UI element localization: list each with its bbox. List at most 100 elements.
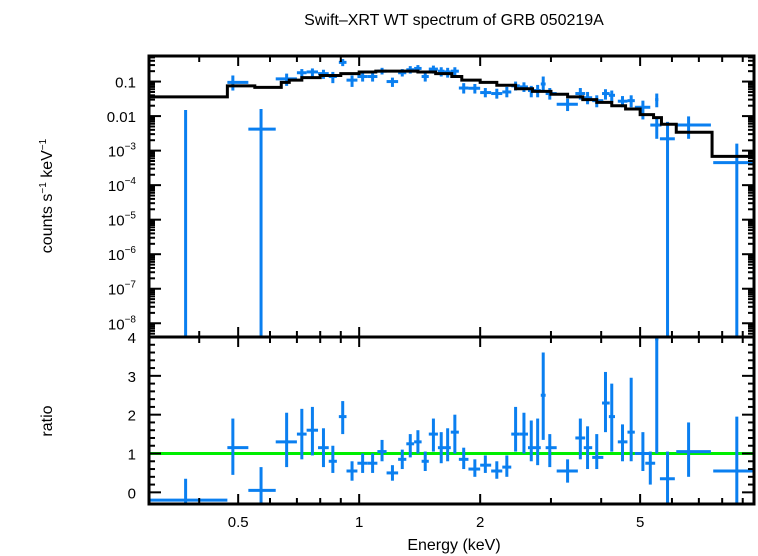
spectrum-data-point [468, 84, 481, 94]
y-axis-label-ratio: ratio [39, 405, 56, 436]
spectrum-data-point [437, 67, 445, 77]
ratio-data-point [502, 455, 512, 477]
ratio-data-point [406, 434, 415, 458]
ratio-data-point [617, 424, 628, 462]
y-tick-label: 10−4 [108, 176, 137, 195]
y-tick-label: 10−6 [108, 245, 137, 264]
spectrum-data-point [458, 83, 469, 94]
y-tick-label: 10−8 [108, 314, 137, 333]
y-tick-label: 3 [128, 369, 136, 386]
spectrum-data-point [227, 75, 249, 91]
ratio-data-point [534, 418, 541, 466]
ratio-panel: 0.5 1 2 5 0 1 2 3 4 ratio Energy (keV) [39, 330, 756, 554]
spectrum-data-point [540, 76, 546, 92]
spectrum-data-point [519, 82, 528, 92]
spectrum-data-point [655, 93, 659, 108]
ratio-data-point [511, 406, 520, 452]
spectrum-data-point [367, 72, 378, 82]
spectrum-data-point [149, 110, 228, 339]
ratio-axes: 0.5 1 2 5 0 1 2 3 4 [128, 330, 756, 531]
ratio-data-point [575, 418, 586, 460]
x-tick-label: 2 [476, 514, 484, 531]
ratio-data-point [713, 416, 754, 504]
spectrum-data-point [357, 72, 368, 82]
ratio-data-point [556, 459, 578, 483]
y-tick-label: 0.01 [107, 109, 136, 126]
spectrum-data-point [650, 117, 662, 139]
chart-title: Swift–XRT WT spectrum of GRB 050219A [304, 12, 604, 29]
spectrum-data-point [634, 100, 651, 120]
spectrum-data-point [556, 98, 578, 112]
y-tick-label: 10−5 [108, 211, 137, 230]
y-tick-label: 2 [128, 408, 136, 425]
spectrum-data-point [627, 95, 635, 108]
y-label-kev: keV [39, 150, 56, 182]
ratio-data-point [149, 478, 228, 504]
ratio-data-point [545, 434, 557, 468]
spectrum-panel: 0.1 0.01 10−3 10−4 10−5 10−6 10−7 10−8 counts s… [38, 54, 756, 347]
ratio-data-point [437, 432, 445, 464]
spectrum-data-point [583, 91, 593, 105]
spectrum-data-point [338, 59, 347, 67]
ratio-data-point [275, 412, 297, 468]
ratio-data-point [480, 455, 492, 473]
ratio-data-point [338, 401, 347, 435]
spectrum-data-point [502, 86, 512, 98]
spectrum-frame [147, 54, 756, 339]
ratio-data-point [592, 434, 604, 470]
ratio-data-point [328, 445, 337, 473]
ratio-data-point [676, 422, 711, 477]
ratio-data-point [227, 418, 249, 475]
ratio-data-point [296, 408, 307, 460]
ratio-data-point [357, 453, 368, 473]
ratio-frame [147, 335, 756, 506]
y-tick-label: 10−7 [108, 280, 137, 299]
y-tick-label: 0 [128, 485, 136, 502]
y-label-exp2: −1 [38, 138, 49, 150]
ratio-data-point [248, 467, 276, 504]
y-axis-label-counts: counts s−1 keV−1 [38, 138, 56, 253]
ratio-data-point [377, 439, 387, 462]
spectrum-data-point [676, 116, 711, 139]
spectrum-data-point [608, 90, 616, 103]
spectrum-data-point [386, 77, 399, 87]
x-tick-label: 1 [355, 514, 363, 531]
spectrum-data-point [659, 121, 675, 337]
spectrum-axes: 0.1 0.01 10−3 10−4 10−5 10−6 10−7 10−8 [107, 54, 756, 347]
spectrum-data-layer [149, 59, 754, 339]
spectrum-data-point [248, 109, 276, 337]
ratio-data-point [519, 412, 528, 454]
ratio-data-point [583, 426, 593, 470]
y-label-text: counts s [39, 194, 56, 254]
spectrum-data-point [602, 89, 610, 100]
ratio-data-point [346, 461, 358, 481]
model-step-line [149, 69, 754, 158]
ratio-data-point [540, 352, 546, 440]
spectrum-data-point [491, 88, 503, 99]
ratio-data-layer [149, 337, 754, 504]
model-line [149, 69, 754, 158]
ratio-data-point [414, 430, 422, 454]
spectrum-data-point [346, 75, 358, 87]
x-axis-label: Energy (keV) [407, 537, 500, 554]
spectrum-data-point [713, 143, 754, 337]
ratio-data-point [527, 420, 535, 462]
y-label-exp1: −1 [38, 182, 49, 194]
spectrum-data-point [328, 71, 337, 84]
ratio-data-point [602, 371, 610, 433]
ratio-data-point [421, 451, 429, 471]
y-tick-label: 10−3 [108, 142, 137, 161]
ratio-data-point [458, 447, 469, 470]
spectrum-data-point [450, 67, 459, 77]
spectrum-data-point [421, 71, 429, 82]
ratio-data-point [398, 449, 407, 470]
ratio-data-point [608, 383, 616, 452]
y-tick-label: 4 [128, 330, 136, 347]
ratio-data-point [645, 451, 656, 485]
ratio-data-point [634, 432, 651, 471]
ratio-data-point [659, 451, 675, 504]
ratio-data-point [491, 461, 503, 479]
ratio-data-point [450, 414, 459, 454]
ratio-data-point [367, 453, 378, 473]
